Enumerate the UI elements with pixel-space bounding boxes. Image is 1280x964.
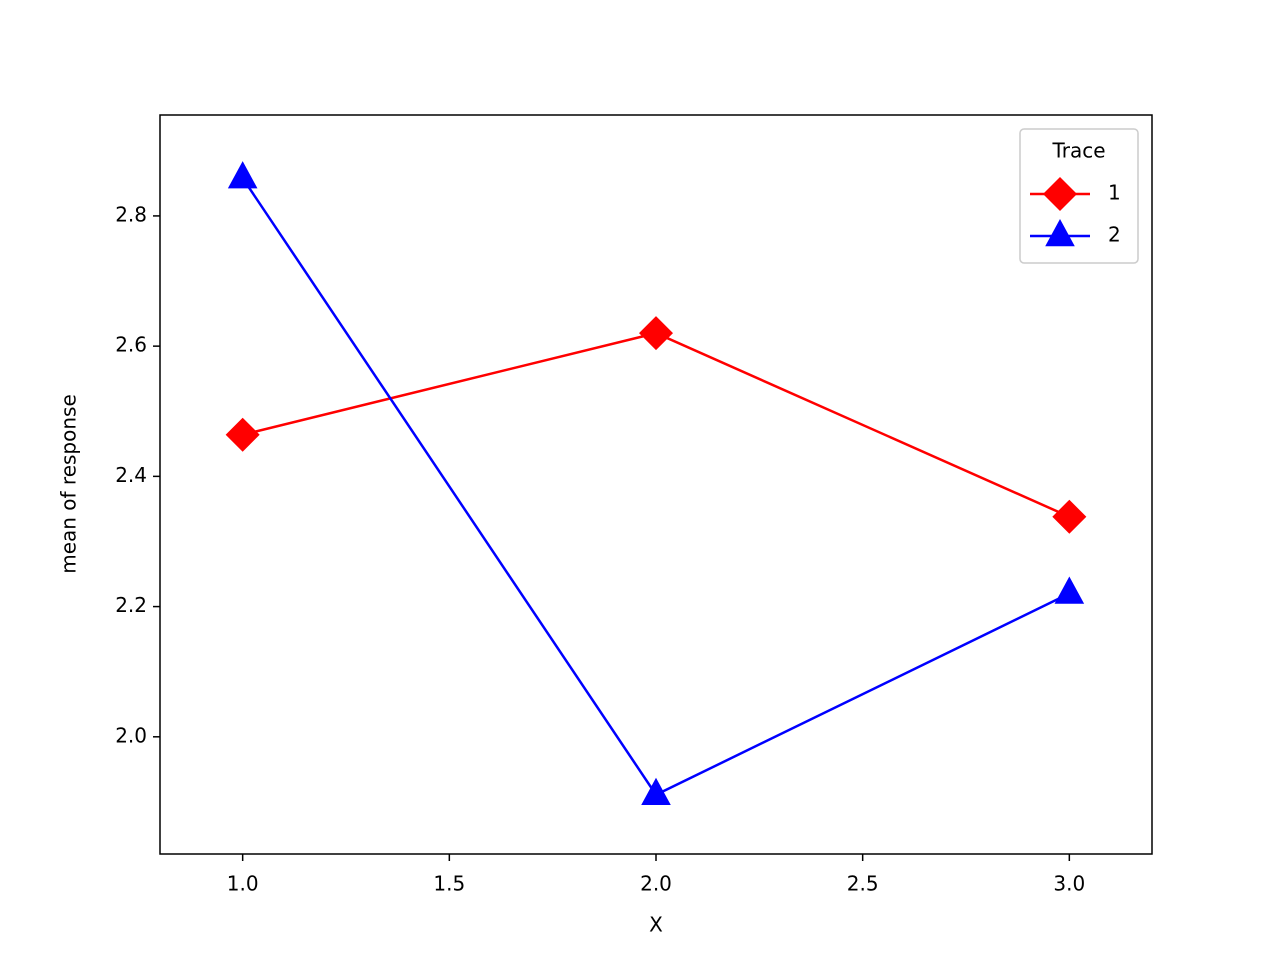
marker — [1054, 576, 1085, 604]
x-tick-label: 3.0 — [1053, 872, 1085, 896]
legend-title: Trace — [1051, 139, 1105, 163]
x-tick-label: 2.0 — [640, 872, 672, 896]
marker — [641, 777, 671, 805]
y-tick-label: 2.6 — [115, 333, 147, 357]
marker — [227, 161, 258, 189]
x-tick-label: 2.5 — [847, 872, 879, 896]
plot-frame — [159, 114, 1153, 855]
y-tick-label: 2.2 — [115, 593, 147, 617]
x-tick-label: 1.5 — [433, 872, 465, 896]
y-tick-label: 2.0 — [115, 723, 147, 747]
legend-label: 1 — [1108, 181, 1121, 205]
marker — [639, 316, 673, 351]
legend-marker — [1043, 177, 1077, 211]
y-tick-label: 2.8 — [115, 202, 147, 226]
marker — [1052, 499, 1087, 534]
y-tick-label: 2.4 — [115, 463, 147, 487]
legend-box — [1019, 128, 1139, 264]
x-tick-label: 1.0 — [227, 872, 259, 896]
legend-marker — [1045, 219, 1075, 247]
y-axis-label: mean of response — [57, 394, 81, 574]
marker — [225, 417, 260, 452]
legend-label: 2 — [1108, 223, 1121, 247]
x-axis-label: X — [649, 913, 663, 937]
